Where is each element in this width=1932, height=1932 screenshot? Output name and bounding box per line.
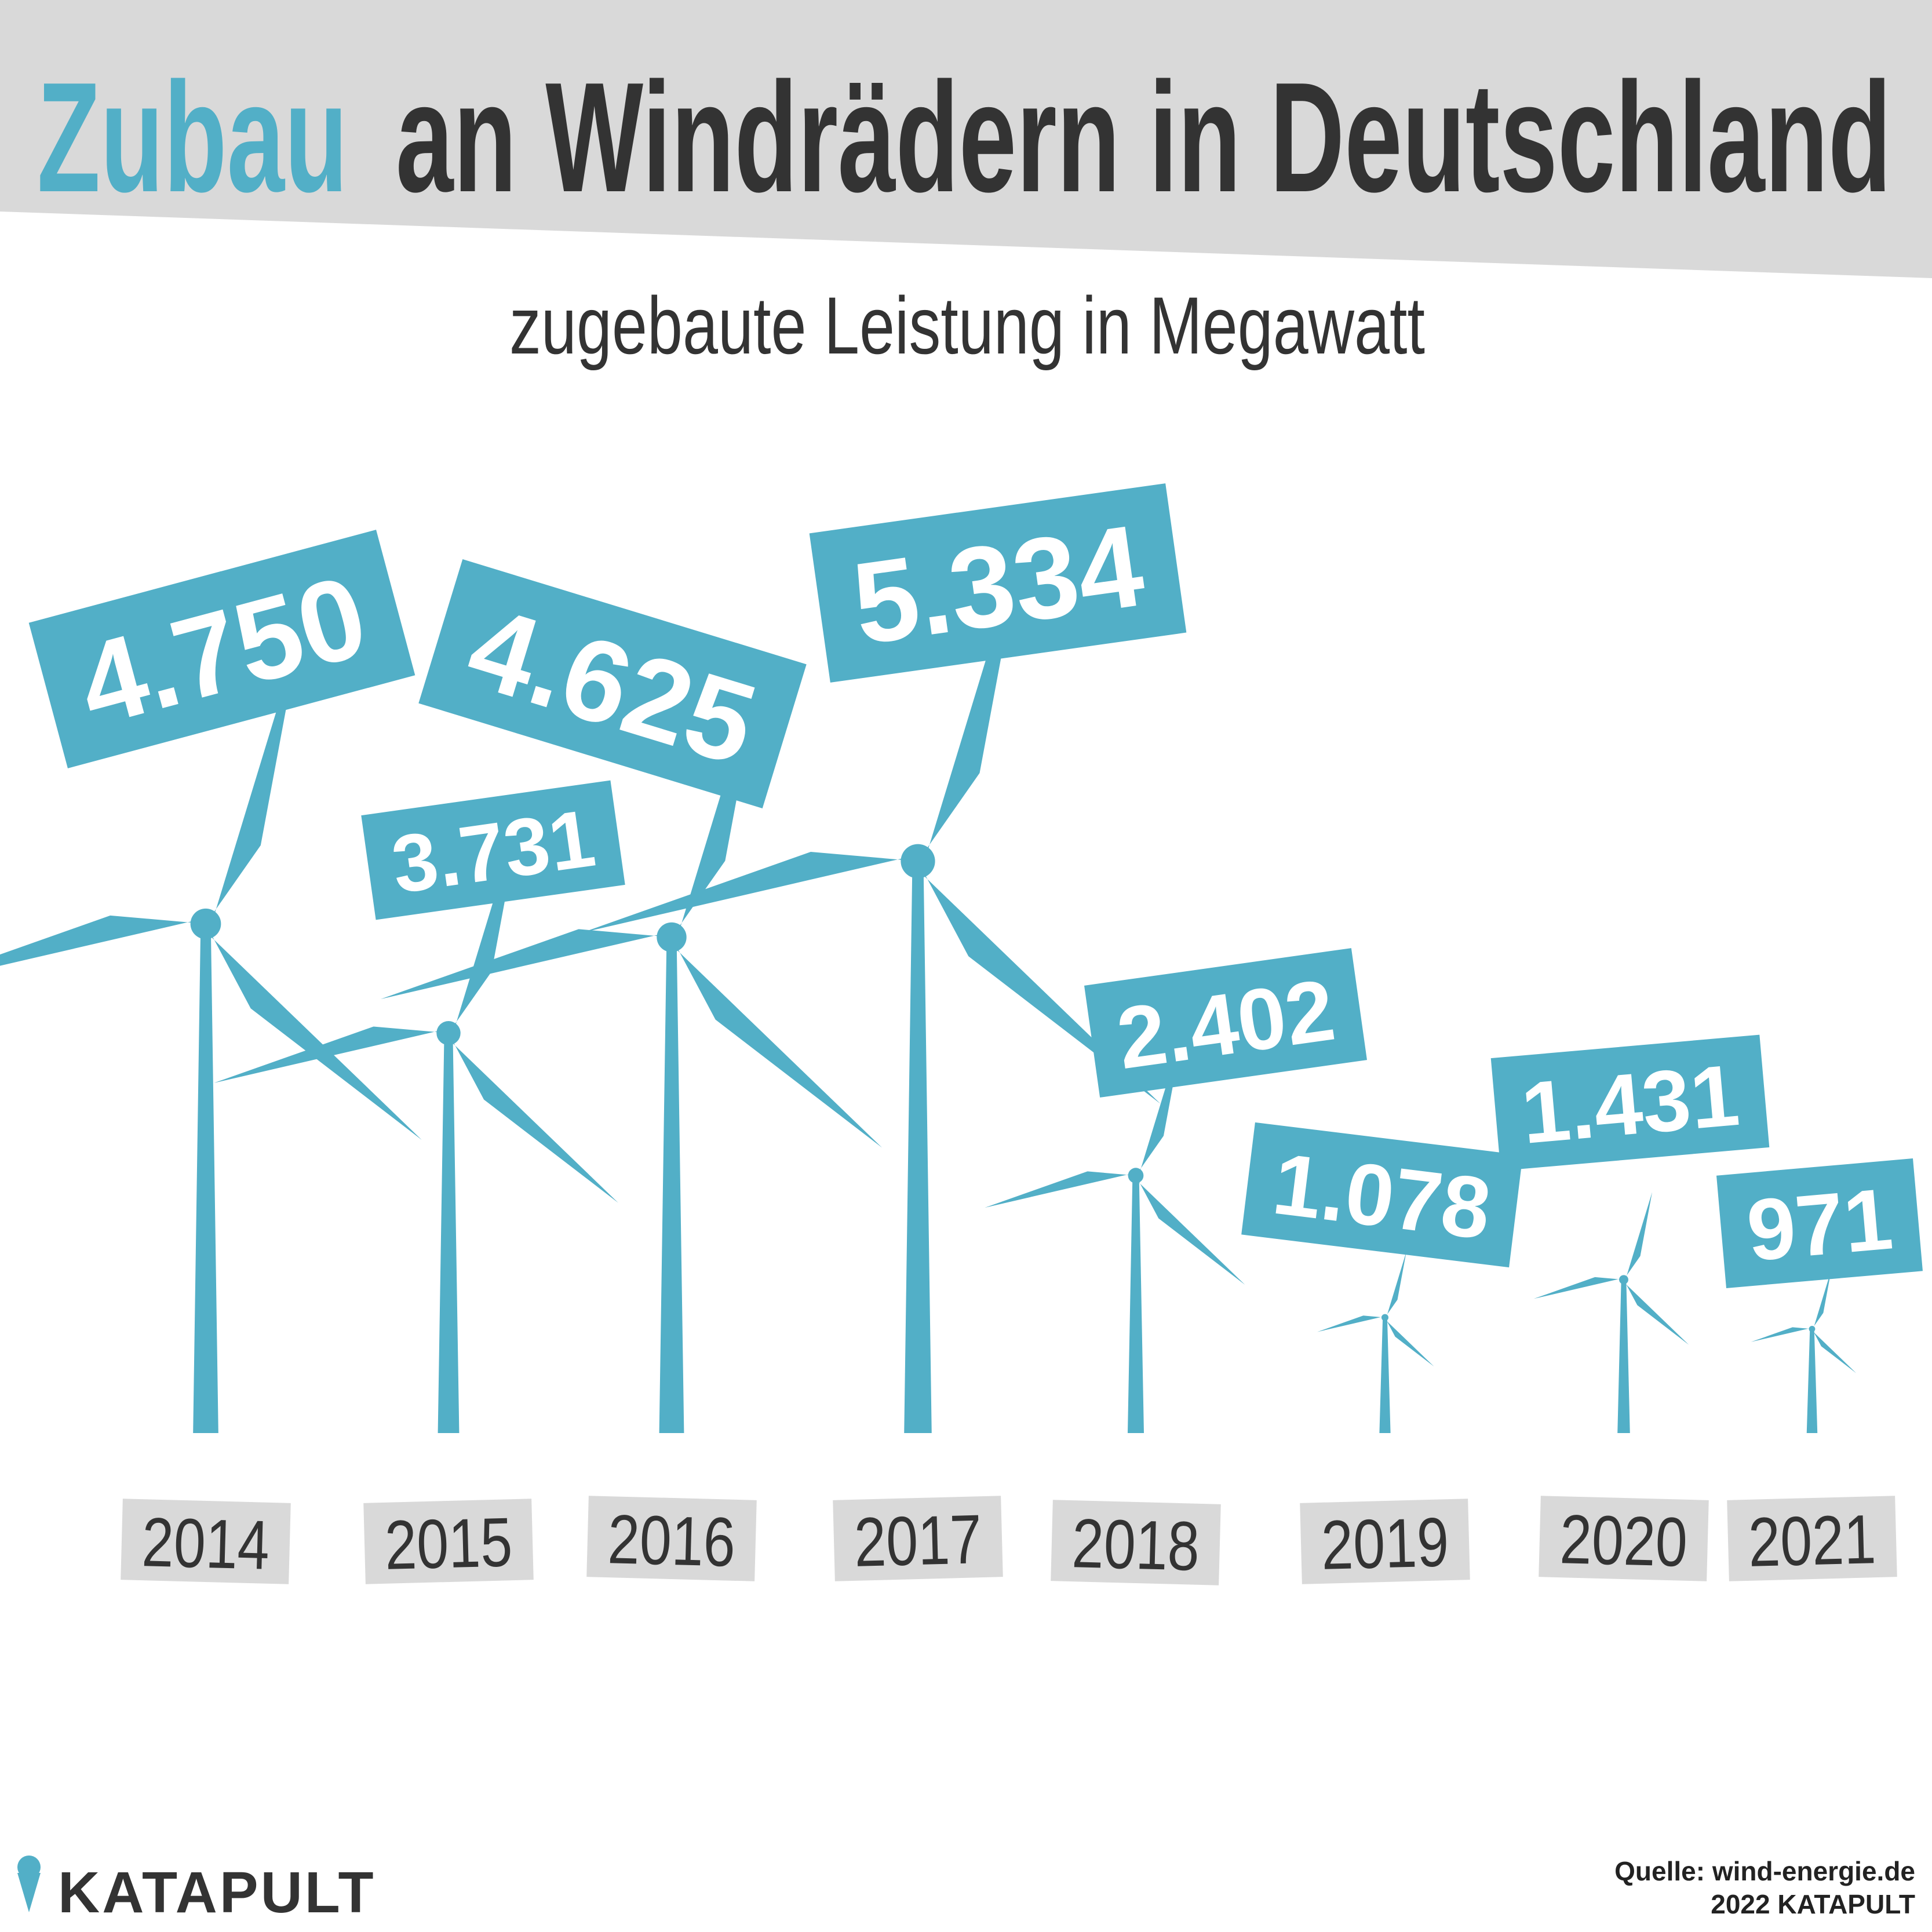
year-label: 2014 <box>121 1499 291 1584</box>
blade <box>213 1026 449 1083</box>
turbine <box>213 804 618 1433</box>
title-band <box>0 0 1932 278</box>
tower <box>1379 1317 1391 1433</box>
hub <box>1381 1314 1388 1321</box>
brand-logo: KATAPULT <box>17 1856 376 1925</box>
hub <box>901 844 935 878</box>
year-box <box>363 1499 534 1584</box>
blade <box>445 1033 618 1203</box>
blade <box>582 852 918 933</box>
blade <box>1317 1315 1385 1332</box>
value-label-box <box>809 483 1187 683</box>
year-box <box>586 1496 757 1581</box>
x-tick-label: 2014 <box>141 1503 270 1584</box>
turbine <box>1751 1269 1857 1433</box>
x-tick-label: 2019 <box>1320 1503 1449 1584</box>
blade <box>668 937 883 1148</box>
value-label-box <box>1084 948 1367 1098</box>
blade <box>1385 1251 1406 1318</box>
tower <box>904 861 932 1433</box>
year-box <box>1300 1499 1470 1584</box>
value-label: 2.402 <box>1084 948 1367 1098</box>
value-label: 1.078 <box>1241 1122 1523 1268</box>
logo-icon <box>17 1873 41 1912</box>
turbine <box>582 535 1161 1433</box>
hub <box>436 1021 461 1045</box>
value-label: 4.625 <box>418 559 807 809</box>
tower <box>1128 1175 1144 1433</box>
turbine <box>1317 1251 1434 1433</box>
value-label-box <box>1241 1122 1523 1268</box>
hub <box>1619 1275 1628 1285</box>
brand: KATAPULT <box>58 1860 376 1925</box>
tower <box>659 937 684 1433</box>
copyright: 2022 KATAPULT <box>1711 1889 1915 1919</box>
tower <box>1617 1280 1630 1433</box>
blade <box>1533 1277 1624 1299</box>
blade <box>1622 1280 1689 1345</box>
value-label: 5.334 <box>809 483 1187 683</box>
blade <box>1811 1329 1857 1373</box>
value-label-box <box>361 780 625 920</box>
value-label: 4.750 <box>28 530 415 768</box>
blade <box>1751 1327 1812 1342</box>
year-label: 2017 <box>833 1496 1003 1581</box>
turbine <box>380 654 883 1433</box>
year-label: 2021 <box>1727 1496 1897 1581</box>
chart-subtitle: zugebaute Leistung in Megawatt <box>509 280 1425 371</box>
year-label: 2015 <box>363 1499 534 1584</box>
chart-title: Zubau an Windrädern in Deutschland <box>37 50 1891 225</box>
year-label: 2016 <box>586 1496 757 1581</box>
hub <box>1809 1325 1816 1332</box>
tower <box>193 924 218 1433</box>
x-tick-label: 2016 <box>607 1500 736 1581</box>
value-label-box <box>1716 1158 1923 1288</box>
year-box <box>1727 1496 1897 1581</box>
year-box <box>833 1496 1003 1581</box>
value-label: 971 <box>1716 1158 1923 1288</box>
value-label: 1.431 <box>1490 1034 1770 1171</box>
logo-icon-top <box>17 1856 41 1879</box>
title-rest: an Windrädern in Deutschland <box>396 50 1891 225</box>
year-label: 2018 <box>1051 1500 1221 1585</box>
hub <box>1128 1168 1144 1183</box>
value-label: 3.731 <box>361 780 625 920</box>
x-tick-label: 2021 <box>1747 1500 1876 1581</box>
tower <box>438 1033 460 1433</box>
x-tick-label: 2020 <box>1559 1500 1688 1581</box>
turbine <box>1533 1192 1689 1433</box>
turbine <box>0 633 422 1433</box>
blade <box>0 915 206 966</box>
plot: 4.750 2014 3.731 2015 4.625 2016 5.334 2017 2.40… <box>0 483 1923 1585</box>
year-box <box>121 1499 291 1584</box>
x-tick-label: 2017 <box>853 1500 982 1581</box>
title-highlight: Zubau <box>37 50 348 225</box>
x-tick-label: 2018 <box>1071 1504 1200 1585</box>
blade <box>1624 1192 1653 1281</box>
blade <box>985 1171 1136 1208</box>
tower <box>1806 1329 1818 1433</box>
year-box <box>1539 1496 1709 1581</box>
blade <box>1384 1317 1434 1367</box>
blade <box>1133 1175 1245 1285</box>
value-label-text: 1.431 <box>1518 1046 1743 1162</box>
hub <box>657 922 687 953</box>
source: Quelle: wind-energie.de <box>1614 1856 1915 1886</box>
hub <box>190 908 221 939</box>
turbine <box>985 1029 1245 1433</box>
value-label-text: 971 <box>1743 1169 1896 1279</box>
blade <box>380 929 672 1000</box>
value-label-box <box>28 530 415 768</box>
x-tick-label: 2015 <box>384 1503 513 1584</box>
year-box <box>1051 1500 1221 1585</box>
year-label: 2019 <box>1300 1499 1470 1584</box>
year-label: 2020 <box>1539 1496 1709 1581</box>
value-label-box <box>418 559 807 809</box>
value-label-box <box>1490 1034 1770 1171</box>
